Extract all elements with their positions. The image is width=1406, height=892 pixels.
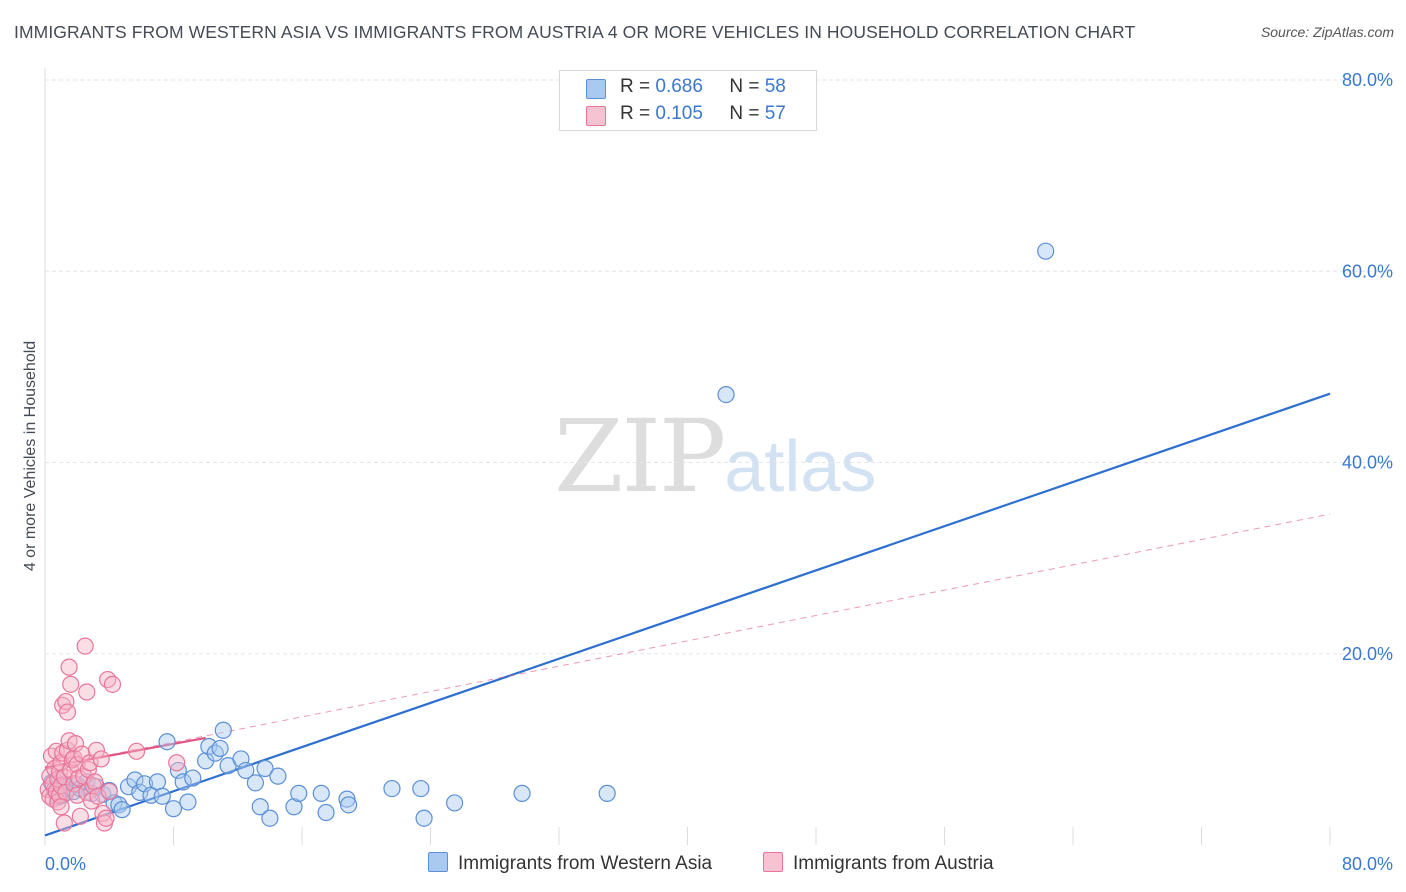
data-point-western-asia (251, 798, 269, 816)
data-point-austria (87, 741, 106, 759)
tick-labels: 20.0% 40.0% 60.0% 80.0% 0.0% 80.0% (45, 70, 1393, 874)
legend-n-value: 58 (764, 76, 786, 97)
data-point-western-asia (312, 784, 330, 802)
bottom-legend-western-asia: Immigrants from Western Asia (428, 852, 712, 875)
data-point-western-asia (158, 733, 176, 751)
legend-n-value: 57 (764, 103, 786, 124)
data-point-western-asia (415, 809, 433, 827)
y-tick-label: 20.0% (1342, 644, 1393, 664)
data-point-austria (68, 786, 86, 804)
data-point-western-asia (237, 761, 255, 780)
legend-text: R = 0.686 N = 58 (620, 76, 786, 98)
data-point-western-asia (148, 773, 167, 791)
data-point-western-asia (598, 784, 616, 802)
data-point-austria (71, 807, 89, 825)
data-point-western-asia (269, 767, 287, 785)
data-point-western-asia (1037, 242, 1055, 260)
watermark: ZIPatlas (554, 398, 876, 515)
data-point-western-asia (110, 796, 128, 814)
data-point-western-asia (383, 779, 401, 798)
data-point-western-asia (179, 793, 197, 811)
data-point-austria (103, 675, 122, 693)
data-point-western-asia (290, 784, 308, 802)
data-point-austria (97, 809, 115, 827)
y-axis-label: 4 or more Vehicles in Household (22, 341, 39, 571)
legend-text: R = 0.105 N = 57 (620, 103, 786, 125)
data-point-western-asia (113, 801, 131, 819)
bottom-legend-swatch-blue (428, 852, 448, 872)
data-point-austria (62, 675, 80, 693)
data-point-western-asia (339, 796, 358, 814)
data-point-western-asia (261, 809, 279, 827)
data-point-austria (60, 658, 78, 676)
bottom-legend-label: Immigrants from Austria (793, 853, 994, 874)
data-point-austria (52, 798, 70, 816)
watermark-zip: ZIP (554, 398, 726, 515)
data-point-western-asia (317, 803, 335, 822)
data-point-austria (55, 814, 73, 832)
data-point-western-asia (246, 774, 265, 792)
data-point-western-asia (412, 779, 430, 798)
data-point-western-asia (717, 386, 735, 404)
legend-swatch-blue (586, 79, 606, 99)
data-point-western-asia (131, 783, 149, 802)
axes (44, 68, 1331, 845)
legend-swatch-pink (586, 106, 606, 126)
data-point-austria (100, 782, 118, 801)
data-point-austria (127, 742, 146, 760)
legend-n-label: N = (729, 76, 760, 97)
data-point-western-asia (184, 769, 202, 787)
series-austria-points (39, 637, 186, 832)
source-credit: Source: ZipAtlas.com (1260, 24, 1394, 40)
legend-r-label: R = (620, 76, 651, 97)
data-point-austria (78, 683, 96, 701)
data-point-western-asia (285, 798, 303, 816)
bottom-legend-austria: Immigrants from Austria (763, 852, 994, 875)
data-point-western-asia (214, 721, 232, 739)
data-point-austria (58, 703, 77, 721)
x-tick-label-end: 80.0% (1342, 854, 1393, 874)
watermark-atlas: atlas (724, 427, 877, 507)
chart-title: IMMIGRANTS FROM WESTERN ASIA VS IMMIGRAN… (14, 22, 1136, 42)
legend-r-value: 0.105 (655, 103, 703, 124)
bottom-legend-label: Immigrants from Western Asia (458, 853, 713, 874)
grid-lines (45, 79, 1392, 655)
series-western-asia-points (42, 242, 1055, 827)
data-point-austria (99, 670, 117, 689)
trend-line-austria-extended (44, 513, 1331, 769)
data-point-western-asia (211, 739, 229, 758)
data-point-austria (168, 754, 186, 772)
data-point-austria (92, 750, 110, 768)
correlation-legend: R = 0.686 N = 58 R = 0.105 N = 57 (559, 70, 817, 131)
data-point-western-asia (256, 759, 274, 778)
legend-r-label: R = (620, 103, 651, 124)
data-point-western-asia (445, 794, 464, 812)
data-point-western-asia (206, 744, 224, 762)
data-point-western-asia (164, 800, 183, 818)
data-point-austria (66, 735, 85, 753)
data-point-austria (86, 773, 104, 791)
data-point-austria (76, 637, 94, 655)
data-point-western-asia (513, 784, 531, 802)
data-point-western-asia (153, 787, 171, 805)
y-tick-label: 80.0% (1342, 70, 1393, 90)
y-tick-label: 40.0% (1342, 453, 1393, 473)
bottom-legend-swatch-pink (763, 852, 783, 872)
data-point-western-asia (174, 773, 192, 791)
legend-r-value: 0.686 (655, 76, 703, 97)
y-tick-label: 60.0% (1342, 261, 1393, 281)
data-point-austria (89, 787, 107, 805)
x-tick-label-start: 0.0% (45, 854, 86, 874)
legend-n-label: N = (729, 103, 760, 124)
trend-line-western-asia (44, 392, 1331, 837)
